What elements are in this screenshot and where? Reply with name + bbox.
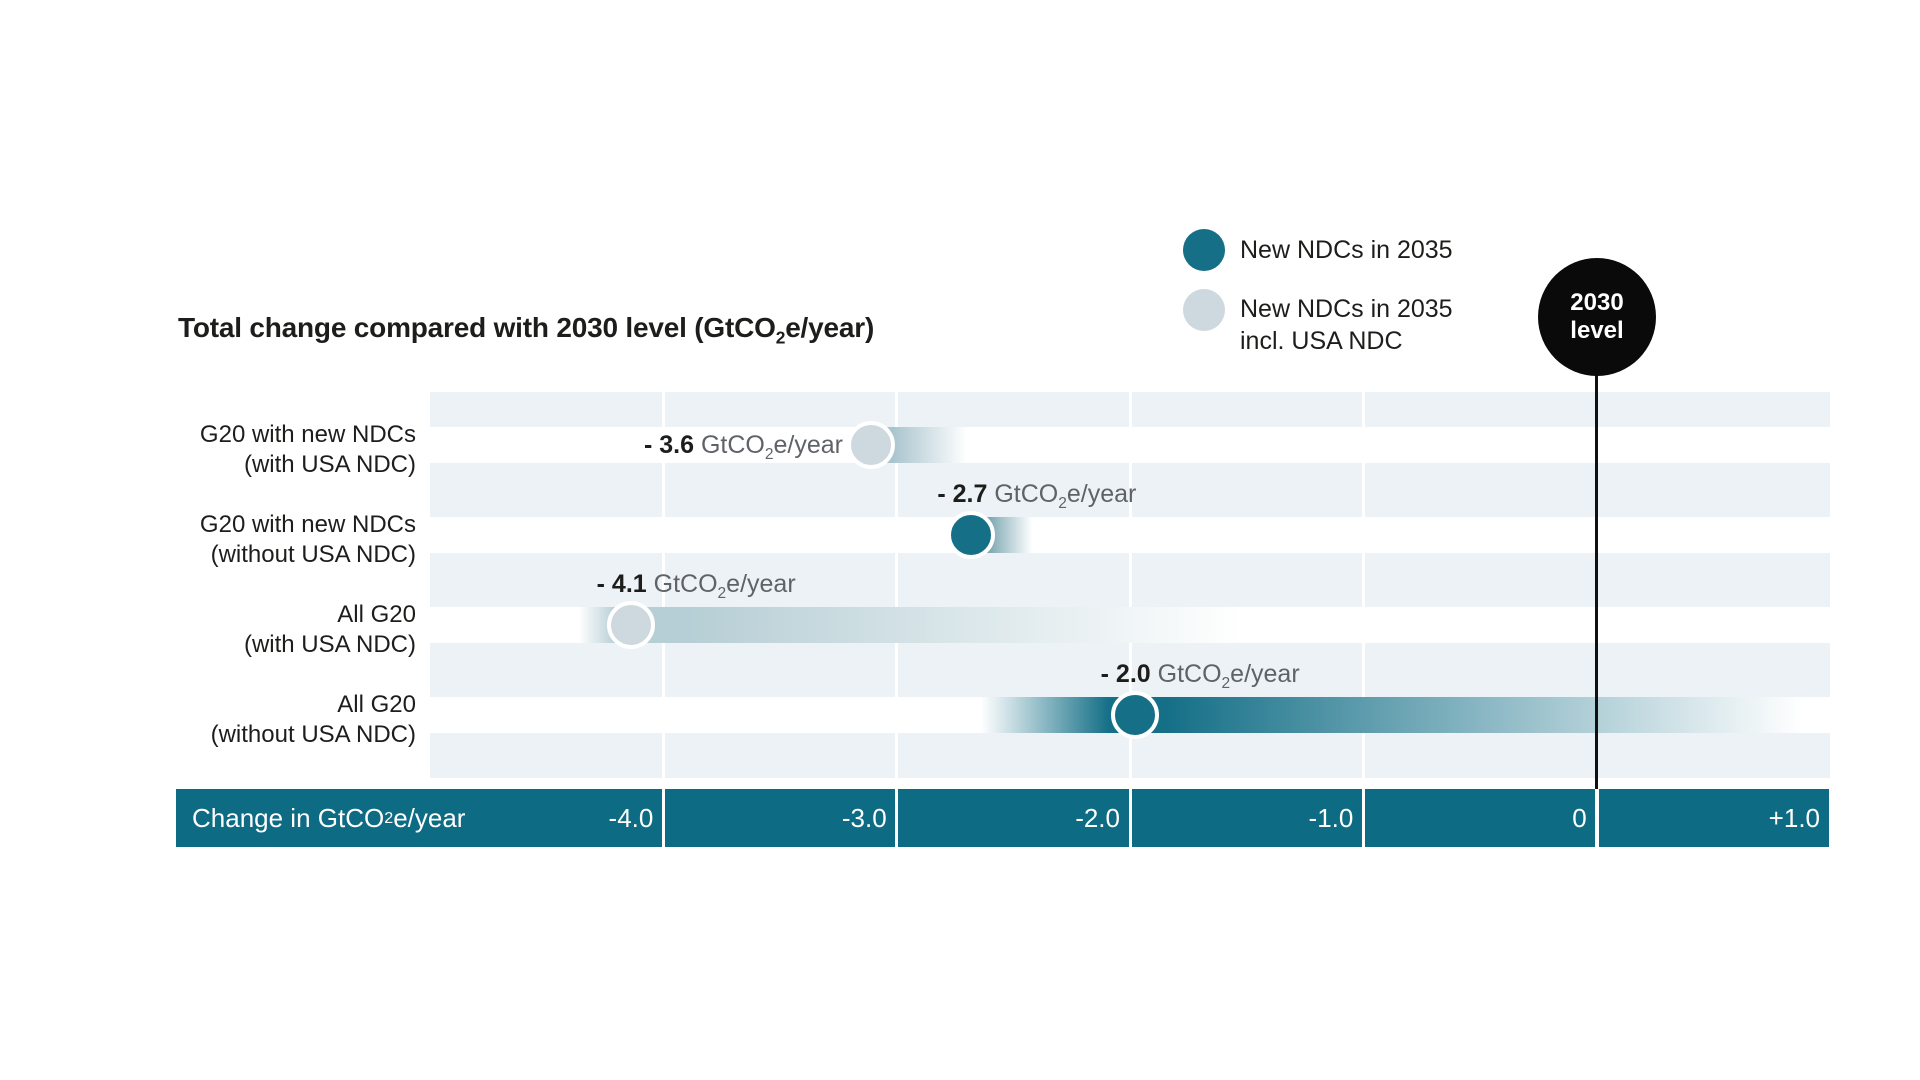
badge-line-2: level xyxy=(1570,317,1624,344)
gridline xyxy=(1128,392,1132,778)
value-label: - 3.6 GtCO2e/year xyxy=(644,431,843,463)
legend-label: New NDCs in 2035 xyxy=(1240,236,1453,264)
value-label: - 4.1 GtCO2e/year xyxy=(596,570,796,602)
plot-area: - 3.6 GtCO2e/year - 2.7 GtCO2e/year - 4.1 … xyxy=(430,392,1830,778)
marker-dot xyxy=(947,511,996,559)
value-label: - 2.0 GtCO2e/year xyxy=(1100,660,1300,692)
axis-tick-label: -1.0 xyxy=(1308,802,1354,833)
row-category-labels: G20 with new NDCs (with USA NDC) G20 with … xyxy=(0,0,422,900)
x-axis-bar: Change in GtCO 2 e/year -4.0 -3.0 -2.0 -1.0 0 +… xyxy=(176,789,1829,847)
axis-tick-label: -4.0 xyxy=(608,802,654,833)
legend-item: New NDCs in 2035 xyxy=(1183,229,1453,271)
axis-divider xyxy=(1128,789,1132,847)
axis-tick-label: -2.0 xyxy=(1075,802,1120,833)
row-category-label: G20 with new NDCs (with USA NDC) xyxy=(199,421,416,478)
row-category-label: G20 with new NDCs (without USA NDC) xyxy=(199,511,416,568)
chart-title: Total change compared with 2030 level (G… xyxy=(178,312,875,348)
axis-divider xyxy=(1595,789,1600,847)
marker-dot xyxy=(1110,691,1159,739)
row-category-label: All G20 (without USA NDC) xyxy=(210,691,416,748)
axis-tick-label: 0 xyxy=(1572,802,1587,833)
row-track xyxy=(430,517,1830,553)
legend-swatch-circle-icon xyxy=(1183,289,1225,331)
legend-label: New NDCs in 2035 incl. USA NDC xyxy=(1240,295,1453,355)
range-bar xyxy=(980,697,1802,733)
axis-tick-label: -3.0 xyxy=(841,802,887,833)
axis-divider xyxy=(661,789,665,847)
axis-tick-label: +1.0 xyxy=(1768,802,1820,833)
row-track xyxy=(430,427,1830,463)
gridline xyxy=(895,392,899,778)
zero-reference-line xyxy=(1595,374,1598,789)
badge-line-1: 2030 xyxy=(1570,289,1624,316)
marker-dot xyxy=(847,421,895,469)
gridline xyxy=(1361,392,1365,778)
axis-divider xyxy=(1361,789,1365,847)
legend-item: New NDCs in 2035 incl. USA NDC xyxy=(1183,289,1453,357)
legend-swatch-circle-icon xyxy=(1183,229,1225,271)
x-axis-title: Change in GtCO 2 e/year xyxy=(192,802,466,833)
marker-dot xyxy=(606,601,655,649)
row-category-label: All G20 (with USA NDC) xyxy=(243,601,416,658)
gridline xyxy=(661,392,665,778)
axis-divider xyxy=(895,789,899,847)
range-bar xyxy=(579,607,1242,643)
reference-2030-badge: 2030 level xyxy=(1538,258,1656,376)
value-label: - 2.7 GtCO2e/year xyxy=(937,480,1137,512)
